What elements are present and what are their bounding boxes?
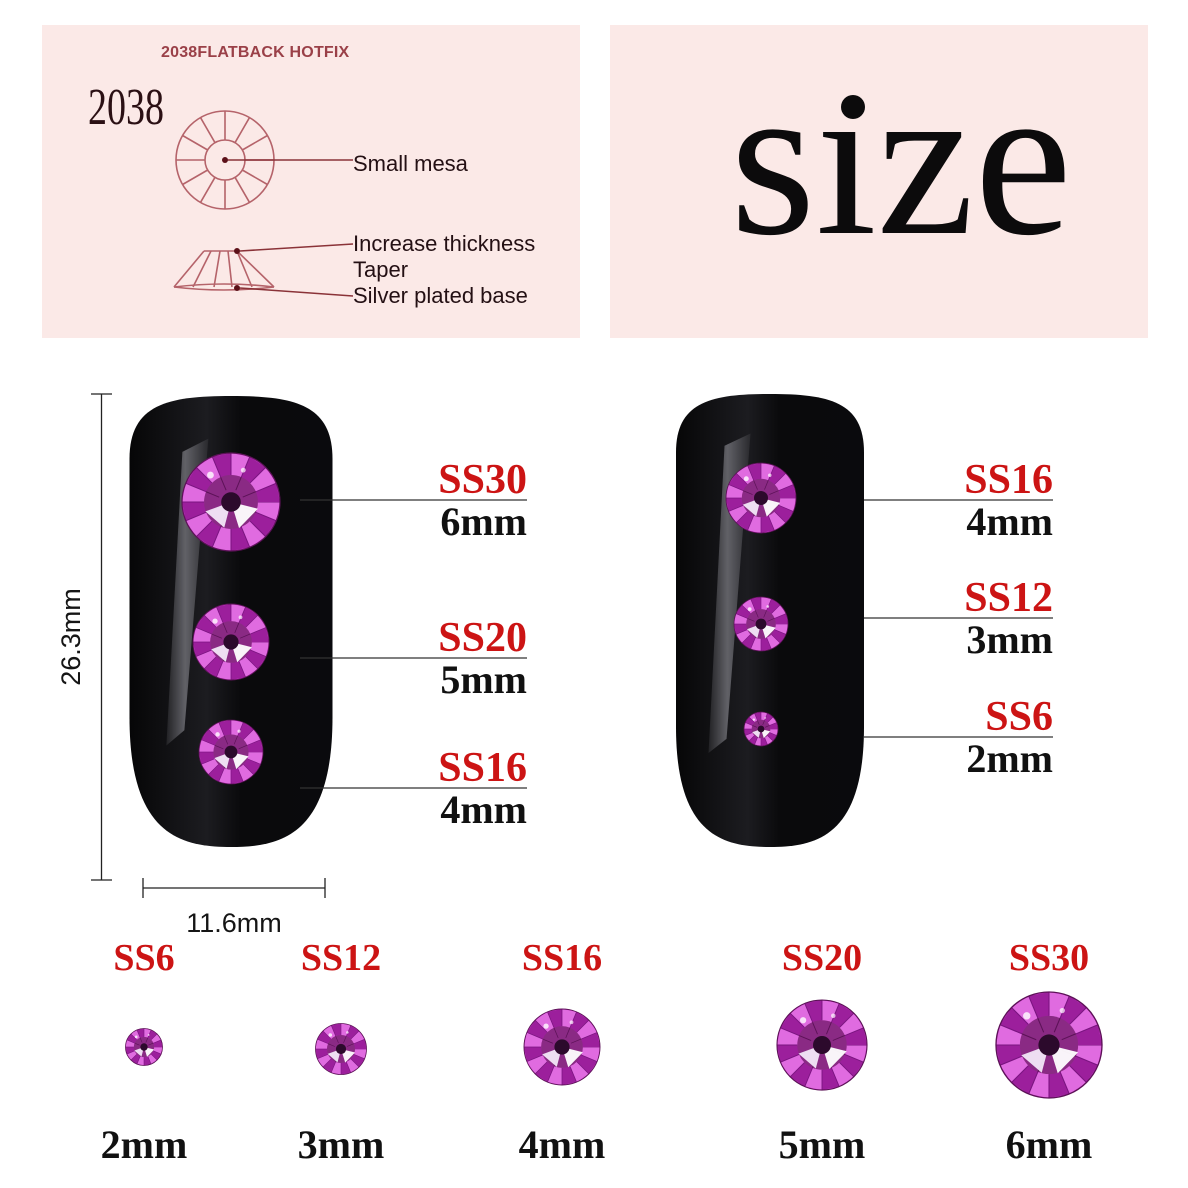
svg-text:SS6: SS6 [985, 694, 1053, 740]
svg-text:SS12: SS12 [964, 575, 1053, 621]
svg-text:2mm: 2mm [966, 736, 1053, 781]
svg-text:6mm: 6mm [1006, 1122, 1093, 1167]
svg-text:SS20: SS20 [782, 937, 862, 979]
svg-text:4mm: 4mm [966, 499, 1053, 544]
svg-text:3mm: 3mm [298, 1122, 385, 1167]
svg-text:3mm: 3mm [966, 617, 1053, 662]
svg-text:26.3mm: 26.3mm [56, 588, 86, 686]
svg-text:SS16: SS16 [438, 745, 527, 791]
svg-text:SS12: SS12 [301, 937, 381, 979]
svg-text:SS6: SS6 [113, 937, 174, 979]
svg-text:SS16: SS16 [522, 937, 602, 979]
svg-text:SS20: SS20 [438, 615, 527, 661]
svg-text:5mm: 5mm [440, 657, 527, 702]
svg-text:SS16: SS16 [964, 457, 1053, 503]
svg-text:2mm: 2mm [101, 1122, 188, 1167]
svg-text:11.6mm: 11.6mm [186, 908, 282, 938]
svg-text:SS30: SS30 [1009, 937, 1089, 979]
svg-text:4mm: 4mm [519, 1122, 606, 1167]
svg-text:SS30: SS30 [438, 457, 527, 503]
svg-text:5mm: 5mm [779, 1122, 866, 1167]
svg-text:4mm: 4mm [440, 787, 527, 832]
svg-text:6mm: 6mm [440, 499, 527, 544]
